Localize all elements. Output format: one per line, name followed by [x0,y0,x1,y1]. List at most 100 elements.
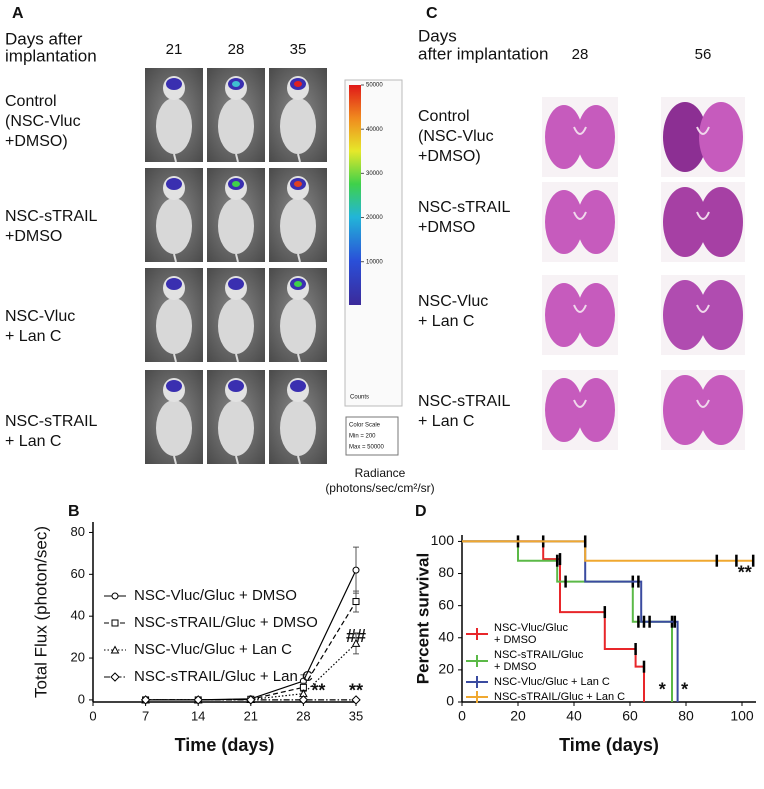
data-point [352,566,360,574]
brain-half [699,280,743,350]
ventricle [573,399,587,408]
y-tick-label: 40 [438,628,454,644]
y-tick-label: 40 [71,608,85,623]
y-axis-title: Total Flux (photon/sec) [31,526,50,698]
tail [235,353,239,363]
row-label: +DMSO) [5,133,68,150]
mouse-image [145,268,203,363]
mouse-body [218,298,254,354]
scale-box-line: Color Scale [349,423,381,429]
y-tick-label: 0 [78,691,85,706]
colorbar-unit: Counts [350,395,369,401]
brain-section [542,275,618,355]
x-tick-label: 14 [191,708,205,723]
brain-half [577,283,615,347]
colorbar-tick-label: 20000 [366,215,383,221]
colorbar-tick-label: 40000 [366,127,383,133]
panel-letter: B [68,503,80,520]
tail [235,455,239,465]
data-point [193,695,203,705]
legend-entry: NSC-Vluc/Gluc + Lan C [466,676,625,688]
mouse-body [156,298,192,354]
legend-entry: NSC-Vluc/Gluc + DMSO [466,622,625,646]
brain-half [577,190,615,254]
legend-swatch [466,691,488,703]
scale-box [345,416,399,456]
row-label: (NSC-Vluc [418,128,494,145]
tail [173,353,177,363]
panel-letter: C [426,5,438,22]
column-label: 28 [572,46,589,63]
annotation: * [681,680,688,700]
signal-core [294,81,302,87]
brain-half [699,375,743,445]
colorbar-label: (photons/sec/cm²/sr) [325,481,434,495]
brain-half [663,280,707,350]
row-label: NSC-sTRAIL [418,393,511,410]
legend: NSC-Vluc/Gluc + DMSO NSC-sTRAIL/Gluc + DM… [466,622,625,706]
x-tick-label: 100 [730,708,754,724]
data-point [352,598,360,606]
data-point [351,695,361,705]
legend-marker [110,672,120,682]
annotation: ** [349,680,363,700]
mouse-image [207,68,265,163]
mouse-body [218,198,254,254]
row-label: Control [5,93,57,110]
colorbar-tick-label: 50000 [366,83,383,89]
column-label: 56 [695,46,712,63]
brain-half [699,102,743,172]
mouse-image [145,168,203,263]
mouse-image [207,370,265,465]
legend-entry: NSC-sTRAIL/Gluc + Lan C [466,691,625,703]
x-axis-title: Time (days) [175,735,275,755]
brain-half [545,190,583,254]
x-tick-label: 35 [349,708,363,723]
ventricle [573,211,587,220]
brain-half [699,187,743,257]
legend-label: NSC-Vluc/Gluc + DMSO [494,622,568,646]
mouse-image [145,370,203,465]
brain-half [545,378,583,442]
legend-swatch [466,655,488,667]
header-line: Days after [5,29,83,48]
brain-half [663,375,707,445]
data-point [351,638,361,647]
mouse-image [207,168,265,263]
legend-swatch [466,628,488,640]
mouse-body [218,98,254,154]
column-label: 21 [166,41,183,58]
tail [297,455,301,465]
legend-label: NSC-Vluc/Gluc + Lan C [134,641,292,658]
legend-label: NSC-sTRAIL/Gluc + Lan C [134,668,313,685]
signal-core [232,383,240,389]
legend-marker [111,592,119,600]
y-tick-label: 100 [431,532,455,548]
mouse-image [269,68,327,163]
signal-core [170,383,178,389]
annotation: * [659,680,666,700]
mouse-body [280,298,316,354]
legend-label: NSC-Vluc/Gluc + DMSO [134,587,297,604]
brain-half [545,105,583,169]
header-line: Days [418,26,457,45]
tail [235,253,239,263]
survival-curve [462,540,754,562]
mouse-body [280,400,316,456]
tail [235,153,239,163]
mouse-body [280,198,316,254]
legend-label: NSC-sTRAIL/Gluc + Lan C [494,691,626,703]
row-label: + Lan C [418,313,474,330]
column-label: 28 [228,41,245,58]
header-line: implantation [5,46,97,65]
scale-box-line: Min = 200 [349,434,376,440]
signal-core [232,181,240,187]
y-tick-label: 20 [71,649,85,664]
row-label: +DMSO [5,228,62,245]
tail [173,253,177,263]
mouse-body [218,400,254,456]
signal-core [232,81,240,87]
row-label: +DMSO) [418,148,481,165]
